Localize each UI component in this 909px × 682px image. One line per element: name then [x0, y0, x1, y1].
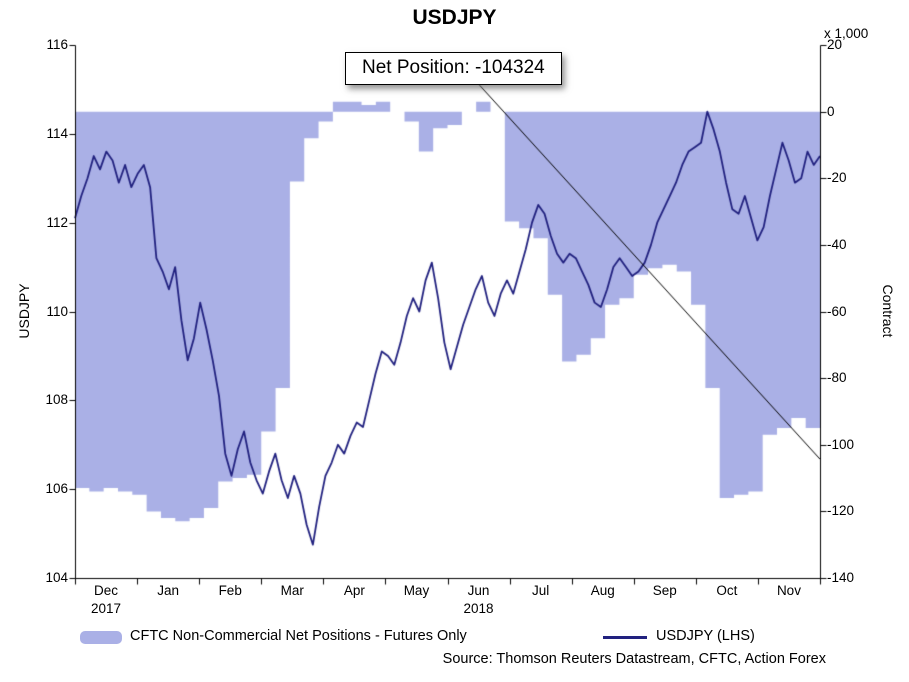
chart-canvas	[0, 0, 909, 682]
